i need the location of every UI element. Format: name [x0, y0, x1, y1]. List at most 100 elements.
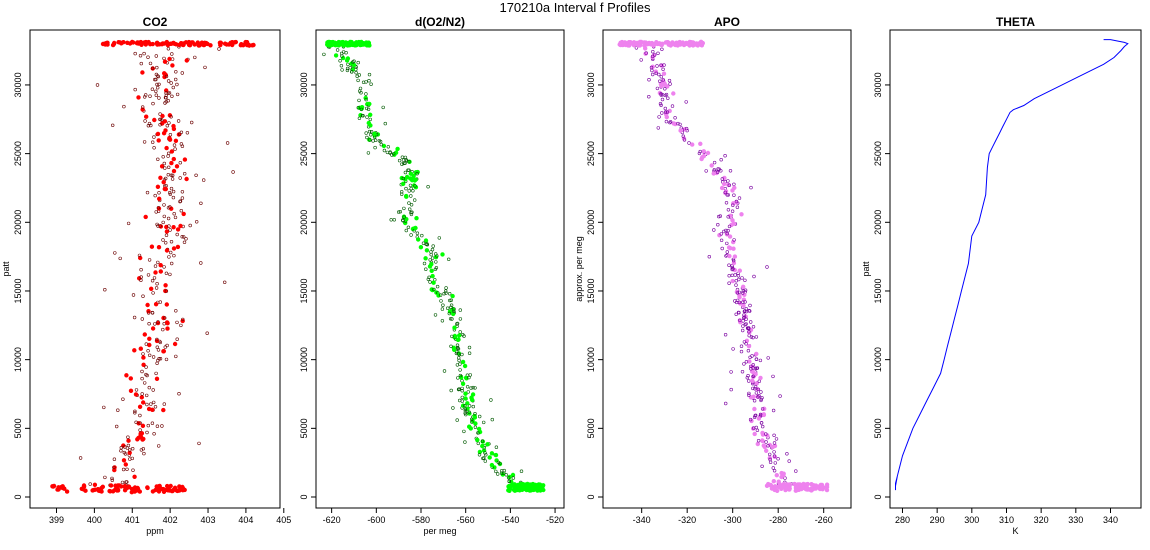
- do2n2-point: [456, 352, 461, 356]
- theta-y-axis-label: patt: [861, 261, 871, 277]
- do2n2-plot-frame: [315, 29, 565, 509]
- co2-point: [141, 436, 146, 442]
- apo-point: [771, 466, 775, 470]
- do2n2-point: [414, 216, 419, 221]
- do2n2-point: [451, 345, 456, 350]
- do2n2-point: [373, 145, 377, 150]
- theta-x-tick-label: 320: [1034, 515, 1049, 525]
- co2-point: [169, 81, 173, 85]
- do2n2-point: [478, 414, 482, 419]
- co2-point: [151, 140, 155, 144]
- co2-point: [165, 488, 171, 493]
- co2-x-tick-label: 401: [125, 515, 140, 525]
- apo-point: [731, 267, 735, 271]
- do2n2-point: [424, 248, 430, 253]
- apo-point: [665, 84, 670, 89]
- co2-point: [144, 114, 149, 119]
- co2-point: [153, 193, 157, 198]
- co2-point: [150, 66, 155, 71]
- do2n2-point: [368, 117, 372, 122]
- apo-point: [741, 300, 745, 304]
- do2n2-point: [426, 277, 430, 281]
- co2-point: [113, 251, 117, 255]
- do2n2-point: [360, 113, 365, 118]
- co2-point: [164, 233, 169, 237]
- co2-point: [169, 240, 174, 244]
- apo-point: [697, 151, 702, 156]
- co2-point: [170, 63, 175, 68]
- co2-point: [151, 101, 155, 106]
- do2n2-point: [459, 375, 464, 380]
- do2n2-x-tick-label: -560: [457, 515, 475, 525]
- apo-point: [730, 273, 734, 277]
- apo-point: [731, 347, 735, 351]
- do2n2-point: [357, 41, 363, 46]
- apo-point: [753, 413, 758, 417]
- co2-point: [132, 474, 137, 479]
- do2n2-y-tick-label: 30000: [299, 72, 309, 97]
- apo-point: [727, 281, 731, 285]
- do2n2-point: [364, 80, 368, 84]
- co2-point: [175, 232, 179, 237]
- do2n2-point: [489, 451, 495, 456]
- do2n2-point: [409, 194, 413, 198]
- co2-point: [165, 343, 169, 348]
- co2-point: [179, 323, 183, 328]
- do2n2-point: [511, 484, 517, 489]
- do2n2-point: [435, 254, 439, 258]
- do2n2-point: [401, 158, 406, 162]
- co2-point: [174, 70, 178, 74]
- apo-point: [760, 396, 764, 400]
- co2-point: [128, 448, 132, 452]
- do2n2-point: [345, 56, 351, 61]
- co2-point: [128, 457, 132, 461]
- apo-point: [756, 395, 760, 399]
- apo-point: [761, 412, 766, 417]
- co2-point: [182, 235, 186, 239]
- co2-point: [167, 165, 171, 170]
- apo-point: [715, 170, 720, 175]
- co2-point: [134, 388, 139, 392]
- apo-point: [717, 214, 721, 219]
- do2n2-point: [454, 351, 459, 356]
- do2n2-point: [426, 185, 430, 189]
- co2-point: [133, 409, 137, 413]
- co2-point: [64, 489, 70, 494]
- apo-point: [653, 69, 658, 74]
- co2-point: [165, 326, 170, 331]
- apo-y-tick-label: 20000: [586, 210, 596, 235]
- apo-y-tick-label: 30000: [586, 72, 596, 97]
- do2n2-point: [385, 150, 390, 155]
- apo-point: [734, 312, 738, 316]
- apo-point: [743, 322, 747, 327]
- co2-point: [175, 82, 179, 87]
- theta-title: THETA: [996, 15, 1035, 29]
- apo-point: [678, 128, 683, 133]
- apo-point: [751, 325, 756, 329]
- apo-point: [731, 201, 736, 206]
- do2n2-point: [392, 152, 396, 156]
- apo-point: [753, 366, 758, 370]
- co2-point: [173, 138, 179, 144]
- apo-point: [689, 40, 695, 45]
- co2-point: [203, 65, 207, 70]
- co2-point: [162, 161, 167, 166]
- do2n2-point: [477, 449, 483, 455]
- do2n2-point: [471, 385, 475, 390]
- co2-point: [125, 467, 129, 471]
- apo-point: [726, 215, 730, 219]
- co2-point: [171, 126, 177, 132]
- apo-x-tick-label: -320: [678, 515, 696, 525]
- do2n2-point: [438, 293, 443, 297]
- apo-point: [772, 450, 776, 454]
- co2-point: [154, 376, 160, 381]
- co2-point: [168, 192, 173, 197]
- co2-point: [122, 484, 128, 490]
- co2-point: [141, 355, 146, 360]
- co2-point: [152, 146, 156, 150]
- apo-point: [747, 330, 751, 334]
- apo-point: [727, 183, 731, 187]
- apo-point: [676, 121, 680, 126]
- do2n2-point: [409, 203, 414, 207]
- do2n2-point: [447, 309, 453, 314]
